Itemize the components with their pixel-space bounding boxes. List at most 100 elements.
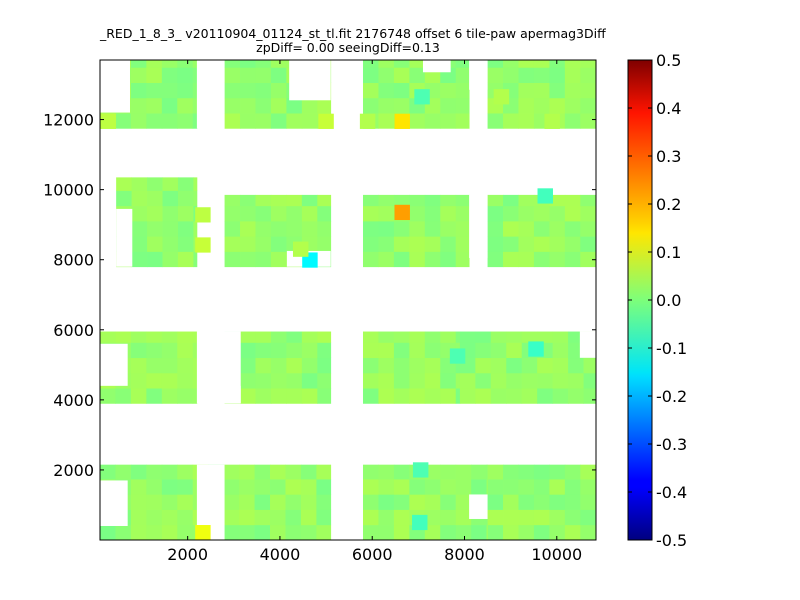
heatmap-cell: [475, 388, 492, 404]
heatmap-cell: [270, 331, 287, 343]
heatmap-cell: [518, 524, 535, 540]
heatmap-cell: [393, 509, 410, 526]
heatmap-cell: [378, 372, 395, 389]
heatmap-cell: [549, 236, 566, 252]
heatmap-cell: [424, 464, 441, 480]
heatmap-cell: [316, 479, 332, 495]
heatmap-cell: [130, 82, 147, 99]
heatmap-cell: [378, 331, 395, 343]
heatmap-cell: [146, 388, 163, 404]
heatmap-cell: [393, 479, 410, 495]
heatmap-cell: [393, 251, 410, 268]
heatmap-cell: [362, 509, 379, 526]
heatmap-cell: [378, 342, 395, 359]
heatmap-cell: [564, 464, 581, 480]
heatmap-cell: [317, 220, 332, 237]
heatmap-cell: [549, 494, 566, 510]
heatmap-cell: [503, 509, 519, 526]
heatmap-cell: [487, 509, 504, 526]
heatmap-cell: [393, 494, 410, 510]
heatmap-cell: [378, 194, 395, 207]
heatmap-cell: [518, 194, 535, 207]
heatmap-cell: [177, 372, 194, 389]
colorbar-tick-label: -0.5: [656, 531, 687, 550]
heatmap-cell: [224, 236, 241, 252]
heatmap-cell: [147, 190, 163, 207]
heatmap-cell: [424, 251, 441, 268]
heatmap-cell: [455, 357, 461, 374]
heatmap-cell: [459, 372, 476, 389]
heatmap-cell: [146, 82, 163, 99]
heatmap-cell: [409, 331, 426, 343]
heatmap-cell: [409, 194, 426, 207]
heatmap-cell: [518, 464, 535, 480]
heatmap-cell: [177, 60, 194, 68]
heatmap-cell: [362, 205, 379, 222]
heatmap-cell: [300, 494, 317, 510]
heatmap-cell: [409, 236, 426, 252]
heatmap-cell: [518, 251, 535, 268]
heatmap-cell: [518, 60, 535, 68]
heatmap-cell: [568, 331, 584, 343]
heatmap-cell: [503, 251, 519, 268]
heatmap-cells: [100, 60, 596, 540]
heatmap-cell: [192, 82, 198, 99]
heatmap-cell: [317, 372, 332, 389]
heatmap-cell: [270, 388, 287, 404]
heatmap-cell: [490, 331, 507, 343]
heatmap-cell: [130, 494, 147, 510]
heatmap-cell: [224, 194, 241, 207]
heatmap-highlight-cell: [195, 207, 211, 223]
heatmap-cell: [564, 524, 581, 540]
heatmap-cell: [161, 509, 178, 526]
heatmap-cell: [270, 357, 287, 374]
heatmap-cell: [424, 342, 441, 359]
heatmap-cell: [378, 509, 395, 526]
heatmap-cell: [537, 357, 554, 374]
heatmap-cell: [455, 82, 470, 99]
heatmap-cell: [440, 82, 457, 99]
heatmap-cell: [146, 524, 163, 540]
heatmap-cell: [224, 251, 241, 268]
heatmap-cell: [533, 464, 550, 480]
heatmap-cell: [362, 372, 379, 389]
heatmap-cell: [317, 194, 332, 207]
heatmap-cell: [521, 331, 538, 343]
heatmap-cell: [301, 97, 318, 114]
heatmap-cell: [177, 97, 194, 114]
heatmap-cell: [393, 331, 410, 343]
chart-subtitle: zpDiff= 0.00 seeingDiff=0.13: [256, 40, 440, 55]
heatmap-cell: [455, 113, 470, 129]
heatmap-cell: [424, 524, 441, 540]
heatmap-cell: [115, 524, 132, 540]
heatmap-cell: [518, 113, 535, 129]
heatmap-cell: [440, 524, 457, 540]
heatmap-cell: [301, 220, 318, 237]
heatmap-cell: [146, 331, 163, 343]
heatmap-cell: [317, 388, 332, 404]
heatmap-cell: [424, 236, 441, 252]
heatmap-cell: [503, 194, 519, 207]
heatmap-cell: [506, 357, 523, 374]
heatmap-cell: [317, 205, 332, 222]
heatmap-cell: [475, 331, 492, 343]
heatmap-cell: [378, 82, 395, 99]
heatmap-cell: [130, 60, 147, 68]
heatmap-cell: [130, 479, 147, 495]
colorbar-tick-label: 0.1: [656, 243, 681, 262]
heatmap-highlight-cell: [195, 237, 211, 253]
heatmap-cell: [270, 342, 287, 359]
heatmap-cell: [521, 388, 538, 404]
heatmap-cell: [240, 220, 256, 237]
heatmap-cell: [161, 357, 178, 374]
heatmap-cell: [424, 494, 441, 510]
heatmap-cell: [224, 82, 241, 99]
colorbar-tick-label: 0.5: [656, 51, 681, 70]
heatmap-cell: [564, 194, 581, 207]
heatmap-cell: [131, 251, 148, 268]
heatmap-cell: [378, 357, 395, 374]
heatmap-cell: [549, 509, 566, 526]
heatmap-cell: [270, 372, 287, 389]
heatmap-cell: [552, 357, 569, 374]
heatmap-cell: [193, 220, 198, 237]
